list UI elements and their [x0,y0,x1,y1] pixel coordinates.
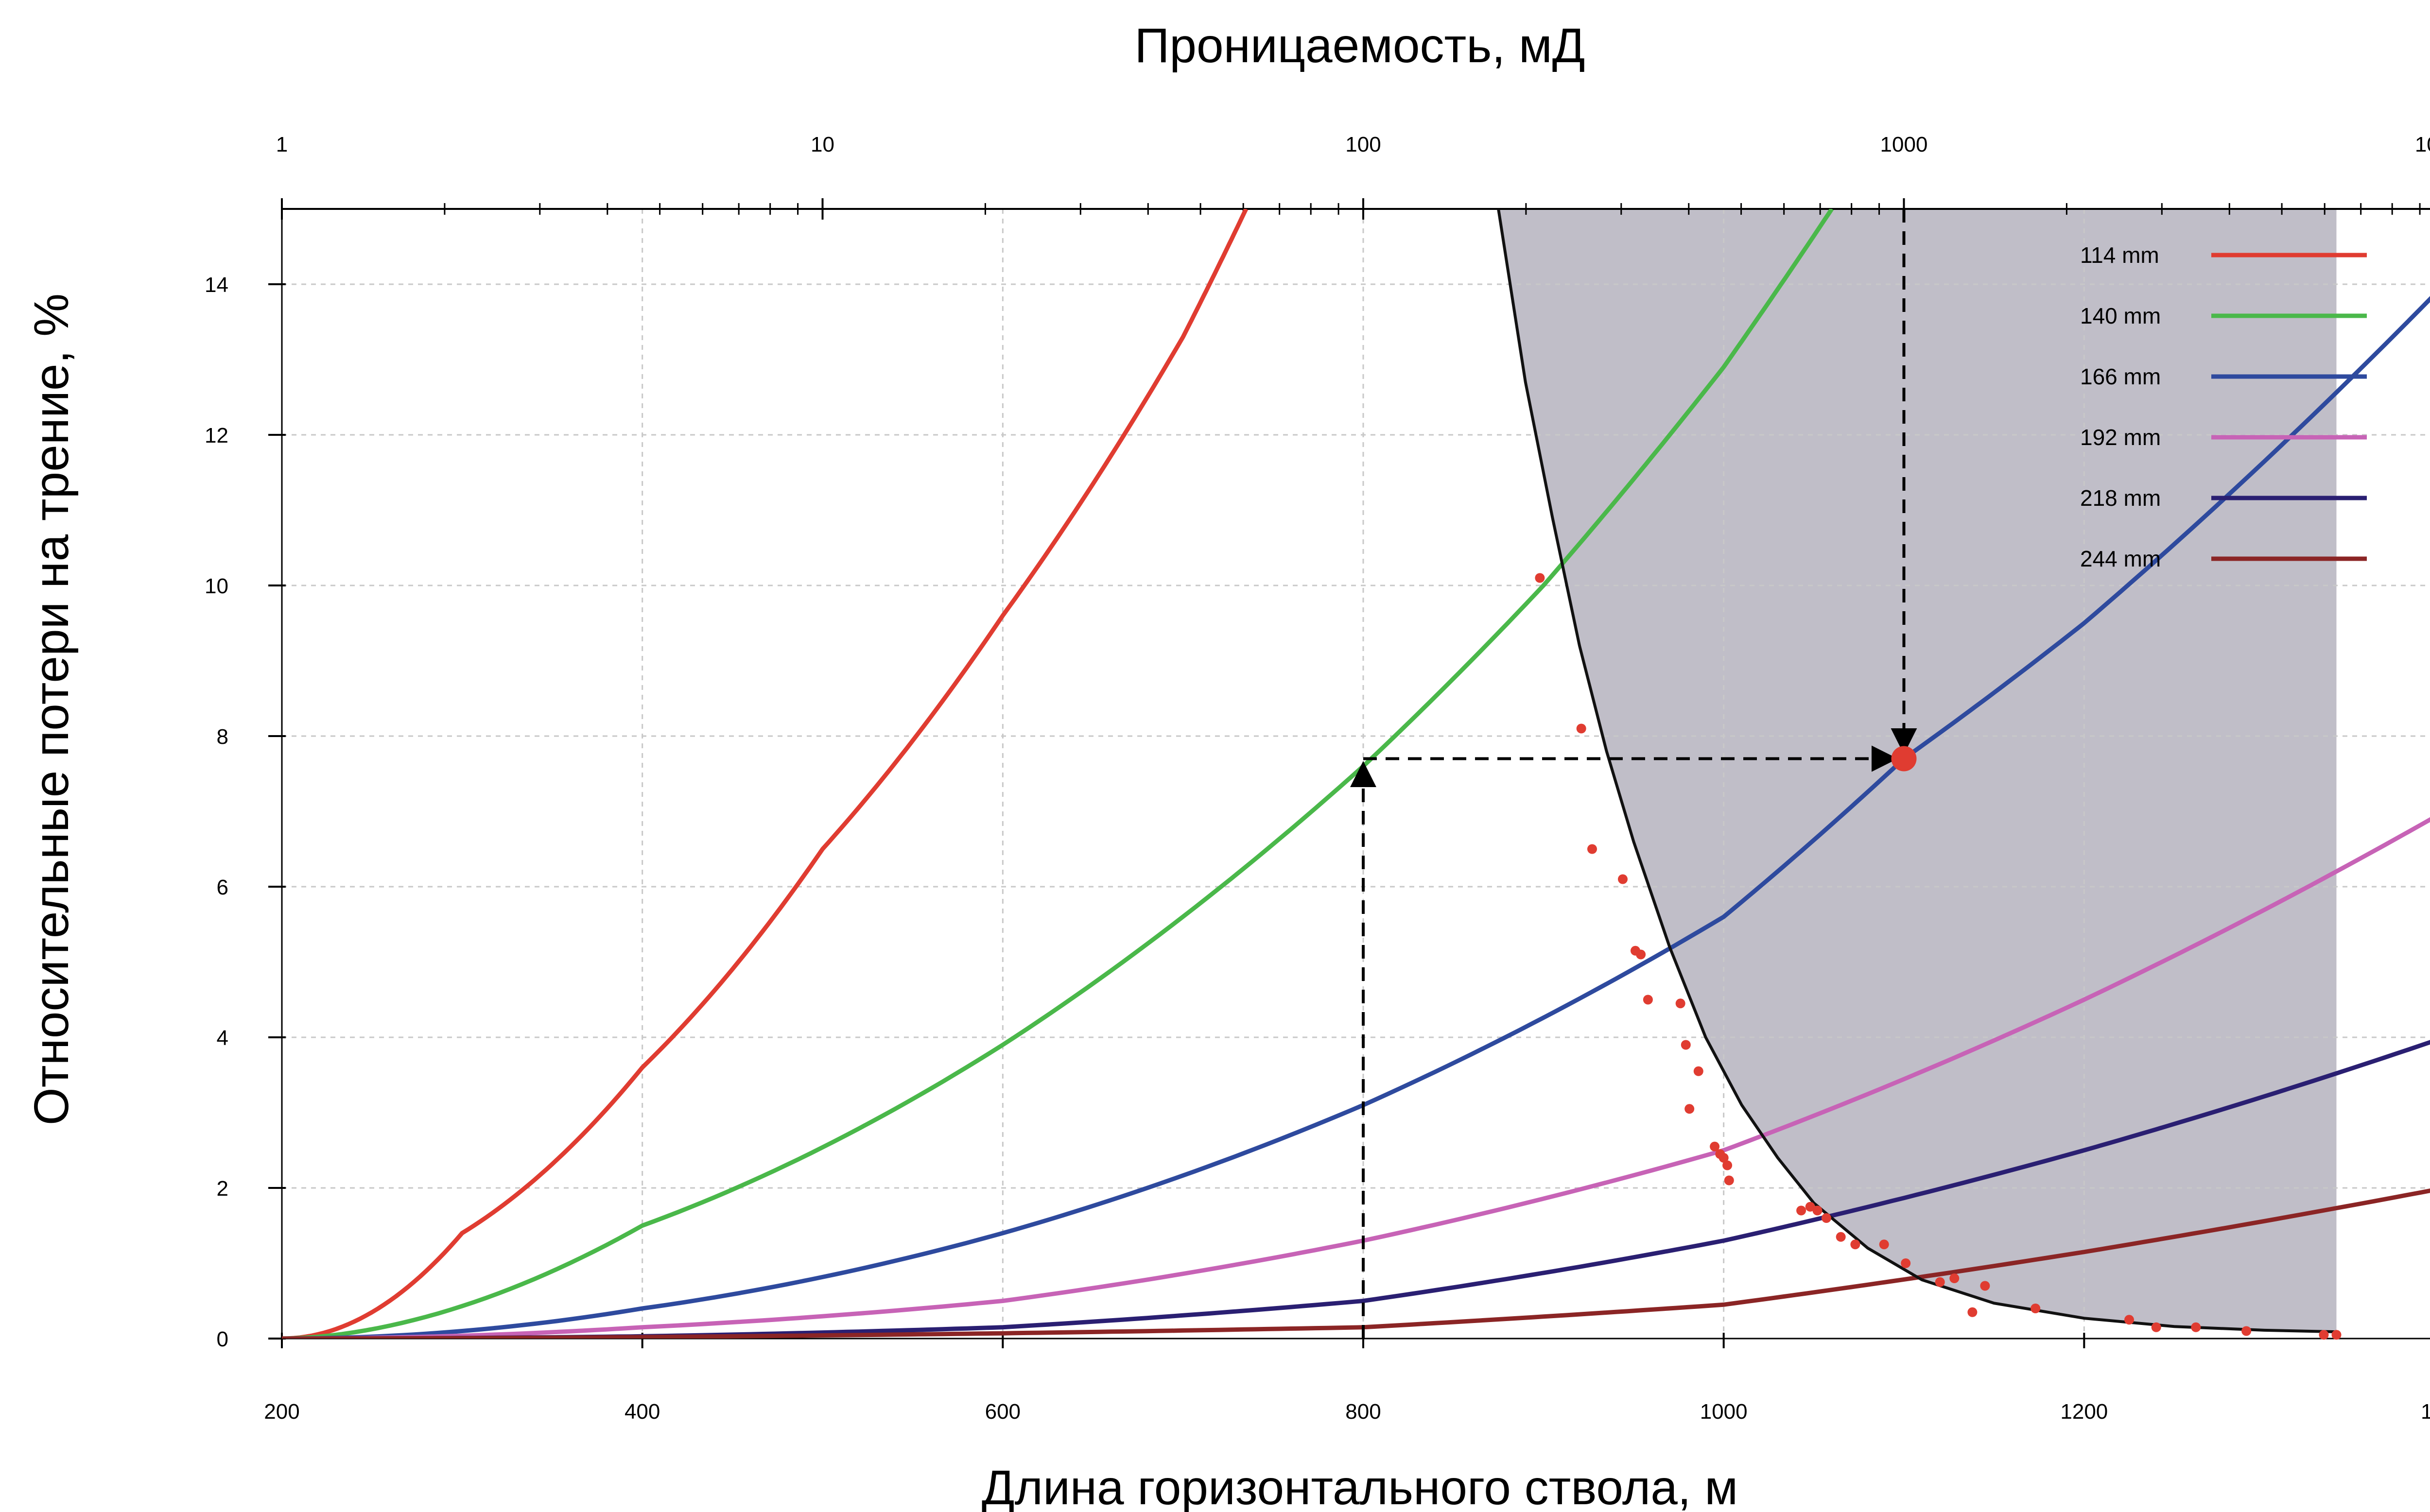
scatter-point [1576,723,1586,734]
legend-label: 140 mm [2080,303,2161,328]
series-line [282,209,1249,1339]
legend-label: 218 mm [2080,485,2161,511]
scatter-point [2331,1330,2342,1340]
x-tick-label: 200 [264,1400,299,1424]
scatter-point [2031,1304,2041,1313]
x2-tick-label: 10 [811,133,834,156]
y-tick-label: 8 [217,725,228,749]
scatter-point [1805,1202,1815,1212]
scatter-point [1675,998,1685,1009]
legend-label: 192 mm [2080,425,2161,450]
boundary-curve [1497,209,2337,1334]
x2-axis-title: Проницаемость, мД [1134,18,1585,73]
scatter-point [1850,1239,1860,1250]
x2-tick-label: 1 [276,133,288,156]
scatter-point [1718,1153,1729,1163]
scatter-points [1535,573,2342,1340]
scatter-point [2124,1315,2134,1325]
x-axis-title: Длина горизонтального ствола, м [982,1460,1738,1512]
annotation-arrows [1350,209,1917,1339]
y-tick-label: 0 [217,1327,228,1351]
scatter-point [2151,1322,2161,1332]
scatter-point [1722,1160,1733,1170]
legend-label: 166 mm [2080,364,2161,389]
y-axis-title: Относительные потери на трение, % [24,293,79,1125]
y-tick-label: 4 [217,1026,228,1050]
scatter-point [1681,1040,1691,1050]
legend: 114 mm 140 mm 166 mm 192 mm 218 mm 244 mm [2080,242,2367,571]
legend-label: 244 mm [2080,546,2161,571]
scatter-point [1643,995,1653,1005]
scatter-point [1836,1232,1846,1242]
scatter-point [1618,874,1628,884]
scatter-point [1587,844,1597,854]
y-tick-label: 14 [205,273,228,297]
scatter-point [1949,1273,1960,1283]
scatter-point [1967,1307,1978,1317]
tick-labels: 200 400 600 800 1000 1200 1400 0 2 4 6 8 10 12 14 1 10 10… [205,133,2430,1424]
scatter-point [1636,949,1646,960]
scatter-point [1812,1205,1822,1216]
scatter-point [1935,1277,1945,1287]
scatter-point [1822,1213,1831,1223]
x-tick-label: 800 [1345,1400,1381,1424]
x-tick-label: 1000 [1700,1400,1748,1424]
scatter-point [1693,1066,1703,1076]
scatter-point [1684,1104,1695,1114]
x-tick-label: 1200 [2060,1400,2108,1424]
x-tick-label: 1400 [2421,1400,2430,1424]
scatter-point [1980,1281,1990,1291]
target-point [1891,746,1917,772]
scatter-point [1710,1141,1720,1151]
scatter-point [1901,1258,1911,1268]
boundary-line [1497,209,2337,1334]
scatter-point [1796,1205,1806,1216]
shaded-region [1498,209,2337,1332]
x2-tick-label: 10000 [2415,133,2430,156]
x2-tick-label: 100 [1345,133,1381,156]
scatter-point [1879,1239,1889,1250]
scatter-point [1724,1175,1734,1186]
scatter-point [2319,1330,2329,1340]
scatter-point [2191,1322,2201,1332]
scatter-point [1535,573,1545,583]
y-tick-label: 2 [217,1177,228,1201]
shaded-area [1498,209,2337,1332]
y-tick-label: 10 [205,574,228,598]
y-tick-label: 6 [217,876,228,899]
x2-tick-label: 1000 [1880,133,1928,156]
series-line [282,296,2430,1339]
legend-label: 114 mm [2080,242,2159,268]
scatter-point [2241,1326,2252,1336]
x-tick-label: 400 [625,1400,660,1424]
x-tick-label: 600 [985,1400,1021,1424]
grid-lines [282,209,2430,1339]
y-tick-label: 12 [205,424,228,447]
